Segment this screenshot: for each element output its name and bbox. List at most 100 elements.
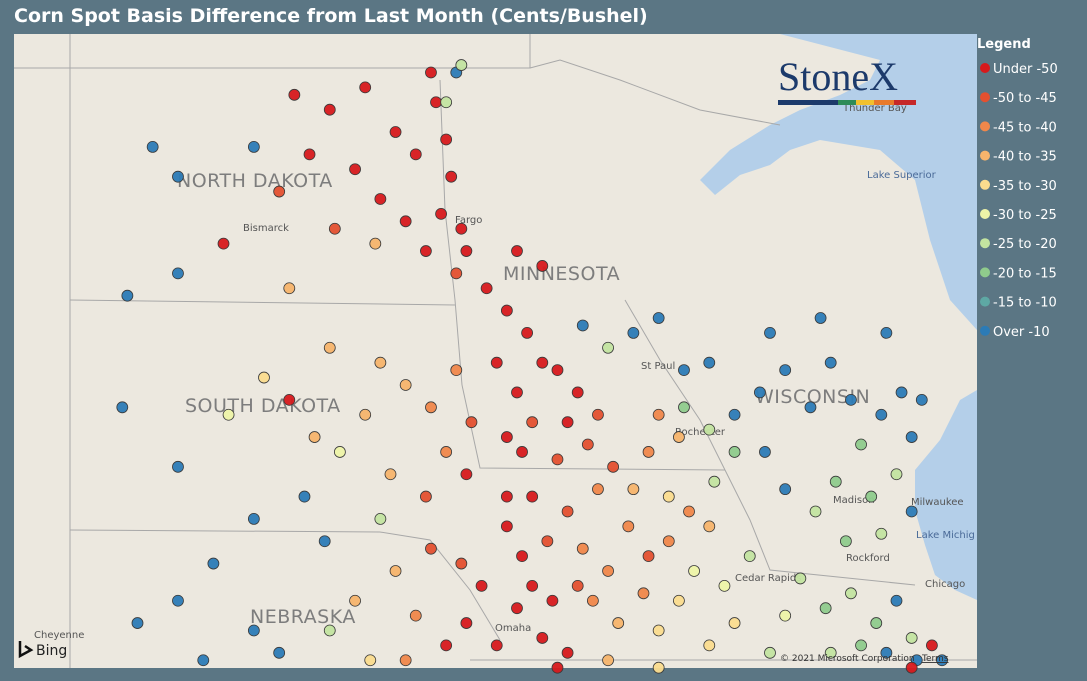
location-point bbox=[541, 535, 554, 548]
legend-swatch bbox=[980, 209, 990, 219]
legend-title: Legend bbox=[977, 37, 1031, 52]
location-point bbox=[905, 431, 918, 443]
location-point bbox=[323, 341, 336, 354]
location-point bbox=[703, 520, 716, 533]
location-point bbox=[819, 602, 832, 615]
location-point bbox=[708, 475, 721, 488]
city-label: St Paul bbox=[641, 361, 675, 372]
location-point bbox=[637, 587, 650, 600]
location-point bbox=[298, 490, 311, 503]
location-point bbox=[779, 483, 792, 496]
location-point bbox=[425, 401, 437, 414]
location-point bbox=[759, 446, 771, 458]
legend-label: -25 to -20 bbox=[993, 237, 1057, 252]
location-point bbox=[764, 646, 776, 659]
location-point bbox=[460, 617, 473, 629]
location-point bbox=[516, 446, 528, 458]
legend-swatch bbox=[980, 238, 990, 249]
location-point bbox=[308, 431, 321, 443]
bing-icon bbox=[18, 641, 34, 659]
location-point bbox=[511, 245, 523, 257]
location-point bbox=[890, 468, 903, 481]
location-point bbox=[475, 579, 488, 592]
city-label: Rochester bbox=[675, 427, 726, 438]
location-point bbox=[465, 416, 478, 429]
location-point bbox=[612, 617, 625, 629]
location-point bbox=[875, 527, 888, 540]
location-point bbox=[829, 475, 842, 488]
legend-swatch bbox=[980, 296, 990, 307]
location-point bbox=[364, 654, 377, 667]
location-point bbox=[480, 282, 493, 295]
location-point bbox=[526, 579, 539, 592]
location-point bbox=[880, 327, 893, 339]
location-point bbox=[576, 542, 589, 555]
location-point bbox=[455, 59, 468, 71]
location-point bbox=[460, 245, 473, 257]
bing-label: Bing bbox=[36, 643, 67, 659]
location-point bbox=[450, 267, 463, 280]
location-point bbox=[571, 579, 584, 592]
location-point bbox=[500, 304, 513, 317]
location-point bbox=[172, 460, 184, 473]
location-point bbox=[895, 386, 908, 399]
location-point bbox=[703, 639, 716, 652]
location-point bbox=[905, 505, 918, 518]
location-point bbox=[116, 401, 129, 414]
location-point bbox=[662, 535, 675, 548]
location-point bbox=[500, 431, 513, 443]
location-point bbox=[430, 96, 442, 109]
location-point bbox=[384, 468, 397, 481]
location-point bbox=[652, 408, 665, 421]
location-point bbox=[546, 594, 559, 607]
copyright: © 2021 Microsoft Corporation bbox=[780, 654, 915, 664]
location-point bbox=[602, 341, 614, 354]
location-point bbox=[359, 81, 372, 94]
location-point bbox=[399, 215, 412, 228]
location-point bbox=[536, 356, 549, 369]
location-point bbox=[450, 364, 463, 377]
title: Corn Spot Basis Difference from Last Mon… bbox=[14, 5, 648, 27]
location-point bbox=[536, 260, 549, 272]
location-point bbox=[824, 356, 837, 369]
location-point bbox=[425, 542, 437, 555]
city-label: Cheyenne bbox=[34, 630, 84, 641]
borders bbox=[14, 34, 977, 668]
location-point bbox=[561, 416, 574, 429]
location-point bbox=[374, 513, 387, 525]
location-point bbox=[399, 379, 412, 391]
location-point bbox=[779, 364, 792, 377]
state-label: SOUTH DAKOTA bbox=[185, 395, 341, 417]
location-point bbox=[247, 624, 260, 637]
location-point bbox=[328, 222, 341, 235]
location-point bbox=[642, 550, 655, 563]
location-point bbox=[561, 505, 574, 518]
location-point bbox=[197, 654, 210, 667]
location-point bbox=[915, 393, 928, 406]
location-point bbox=[855, 438, 867, 451]
terms-link[interactable]: Terms bbox=[921, 654, 949, 664]
location-point bbox=[673, 594, 685, 607]
points bbox=[116, 59, 948, 674]
location-point bbox=[814, 312, 827, 324]
location-point bbox=[445, 170, 458, 183]
location-point bbox=[374, 193, 387, 205]
location-point bbox=[172, 170, 184, 183]
state-label: NEBRASKA bbox=[250, 606, 356, 628]
city-label: Cedar Rapids bbox=[735, 573, 801, 584]
location-point bbox=[490, 639, 503, 652]
city-label: Rockford bbox=[846, 553, 890, 564]
location-point bbox=[374, 356, 387, 369]
city-label: Chicago bbox=[925, 579, 965, 590]
legend-label: Under -50 bbox=[993, 62, 1058, 77]
location-point bbox=[728, 408, 741, 421]
location-point bbox=[440, 133, 453, 146]
location-point bbox=[440, 96, 453, 109]
location-point bbox=[602, 565, 614, 577]
city-label: Omaha bbox=[495, 623, 531, 634]
location-point bbox=[273, 646, 286, 659]
location-point bbox=[551, 453, 564, 466]
location-point bbox=[728, 617, 741, 629]
